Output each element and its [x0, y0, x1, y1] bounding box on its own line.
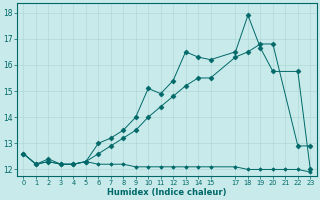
- X-axis label: Humidex (Indice chaleur): Humidex (Indice chaleur): [107, 188, 227, 197]
